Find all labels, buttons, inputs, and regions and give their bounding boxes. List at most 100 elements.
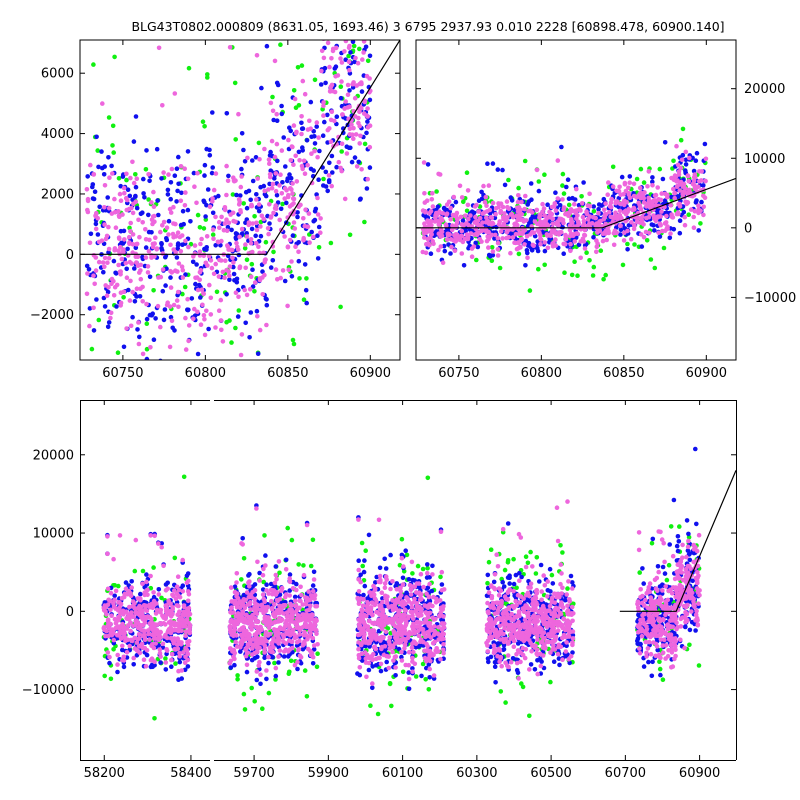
panel-top-left-point-series_3-4-61: [342, 106, 347, 111]
panel-top-left-point-series_1-2-49: [262, 192, 268, 197]
panel-top-left-point-series_3-0-36: [93, 226, 99, 232]
panel-bottom-point-series_2-2-52: [385, 626, 391, 631]
panel-top-left-point-series_3-1-87: [186, 338, 191, 344]
panel-top-left-point-series_1-1-93: [172, 173, 178, 178]
panel-bottom-point-series_1-0-213: [185, 571, 191, 576]
panel-bottom-point-series_3-0-229: [121, 594, 127, 600]
panel-top-left-point-series_1-0-71: [102, 164, 107, 169]
panel-top-left-point-series_1-2-71: [253, 233, 258, 239]
panel-top-left-point-series_1-2-74: [235, 314, 241, 319]
panel-bottom-point-series_1-1-216: [294, 643, 300, 648]
panel-top-left-point-series_1-3-84: [315, 233, 320, 238]
panel-top-left-point-series_3-0-53: [87, 240, 93, 246]
panel-top-right-point-series_3-0-81: [477, 237, 483, 242]
panel-top-right-point-series_3-0-112: [490, 200, 496, 206]
panel-top-left-point-series_3-1-46: [128, 229, 133, 234]
panel-top-right-point-series_3-0-40: [495, 240, 501, 246]
panel-bottom-point-series_1-2-121: [358, 572, 364, 578]
panel-bottom-point-series_3-0-258: [180, 557, 185, 563]
panel-bottom-point-series_1-5-32: [676, 539, 682, 544]
panel-top-left-point-series_1-2-35: [243, 320, 248, 326]
panel-top-left-point-series_2-1-12: [197, 225, 203, 230]
panel-top-left-plot: [80, 40, 400, 366]
panel-bottom-point-series_3-0-192: [153, 641, 158, 646]
panel-top-right-point-series_3-3-5: [674, 211, 680, 217]
panel-bottom-point-series_3-0-213: [146, 631, 151, 637]
panel-top-left-point-series_3-2-130: [248, 203, 254, 209]
panel-top-right-point-series_3-2-101: [627, 180, 632, 185]
panel-bottom-point-series_2-3-68: [527, 713, 532, 719]
panel-top-right-point-series_3-3-83: [692, 182, 697, 188]
panel-top-left-point-series_3-2-59: [216, 308, 222, 314]
panel-bottom-point-series_3-0-165: [131, 655, 136, 661]
panel-top-left-point-series_1-1-119: [186, 361, 191, 366]
panel-top-right-point-series_3-0-298: [447, 232, 452, 237]
panel-top-right-point-series_3-1-156: [551, 227, 557, 233]
panel-top-left-point-series_3-1-162: [197, 249, 203, 254]
panel-bottom-point-series_1-1-342: [276, 660, 281, 665]
panel-top-left-point-series_1-3-3: [282, 278, 288, 284]
panel-top-left-point-series_1-0-50: [106, 320, 112, 325]
panel-top-left-point-series_2-0-17: [121, 295, 126, 300]
panel-top-left-point-series_3-0-86: [118, 290, 124, 295]
panel-bottom-point-series_1-1-25: [258, 681, 263, 687]
panel-top-right-point-series_3-0-46: [444, 237, 450, 242]
panel-top-left-point-series_3-1-164: [195, 287, 201, 293]
panel-top-right-point-series_3-0-247: [438, 215, 444, 221]
panel-top-right-point-series_3-0-184: [493, 206, 499, 211]
panel-top-left-point-series_3-0-24: [111, 293, 117, 298]
panel-top-left-point-series_3-4-7: [353, 55, 358, 61]
panel-top-left-point-series_3-0-81: [121, 250, 126, 255]
panel-bottom-point-series_1-4-118: [641, 581, 646, 586]
panel-top-left-point-series_1-2-45: [225, 224, 231, 230]
panel-top-left-point-series_1-2-69: [210, 110, 215, 115]
panel-top-left-point-series_3-4-105: [326, 173, 332, 178]
panel-top-right-point-series_3-1-132: [563, 236, 569, 242]
panel-top-right-point-series_3-3-80: [683, 186, 688, 191]
panel-bottom-point-series_1-2-304: [373, 663, 379, 668]
panel-top-left-point-series_1-0-31: [101, 269, 106, 275]
panel-top-left-point-series_1-2-61: [261, 183, 267, 189]
panel-top-left-point-series_1-0-59: [88, 231, 94, 237]
panel-bottom-point-series_1-3-231: [493, 680, 498, 685]
panel-top-left-point-series_3-0-12: [91, 273, 96, 278]
panel-bottom-point-series_1-5-78: [693, 628, 698, 633]
panel-top-left-point-series_3-2-121: [257, 327, 263, 333]
panel-top-left-point-series_1-1-96: [168, 275, 173, 280]
panel-bottom-point-series_1-1-57: [283, 557, 289, 563]
panel-bottom-point-series_1-2-202: [410, 666, 415, 671]
panel-bottom-point-series_2-2-7: [423, 677, 429, 682]
panel-bottom-point-series_2-1-42: [235, 673, 240, 678]
panel-top-left-point-series_3-1-19: [143, 237, 149, 242]
panel-top-left-point-series_3-2-86: [225, 244, 231, 249]
panel-top-left-point-series_3-0-44: [88, 162, 93, 168]
panel-top-right-point-series_3-0-261: [515, 222, 520, 228]
panel-top-left-point-series_1-1-114: [174, 166, 180, 171]
panel-top-left-point-series_1-0-66: [111, 258, 117, 264]
panel-top-right-point-series_3-2-149: [617, 201, 623, 207]
panel-top-left-point-series_3-3-50: [309, 151, 314, 156]
panel-top-left-point-series_3-0-39: [100, 260, 106, 265]
panel-top-left-point-series_3-1-31: [171, 302, 177, 308]
panel-top-left-point-series_2-1-2: [200, 119, 206, 124]
panel-top-left-point-series_3-3-88: [273, 267, 279, 272]
panel-top-right-point-series_1-1-22: [559, 144, 564, 150]
panel-top-left-point-series_3-3-84: [291, 196, 297, 202]
panel-top-right-point-series_3-1-154: [549, 211, 555, 217]
panel-top-left-point-series_1-0-44: [91, 328, 97, 333]
panel-top-left-point-series_3-2-91: [216, 239, 221, 245]
panel-top-right-point-series_3-3-77: [693, 186, 698, 192]
panel-top-right-point-series_2-0-68: [506, 177, 511, 183]
panel-top-left-point-series_3-2-128: [218, 318, 224, 323]
panel-bottom-point-series_2-1-40: [302, 668, 308, 673]
panel-top-right-point-series_2-1-16: [569, 272, 575, 278]
panel-bottom-point-series_1-1-260: [287, 572, 293, 577]
panel-top-left-point-series_3-3-61: [279, 191, 285, 196]
panel-top-left-point-series_1-2-80: [250, 267, 255, 272]
panel-top-right-point-series_2-1-10: [590, 273, 596, 278]
panel-top-right-point-series_3-1-46: [578, 255, 583, 261]
panel-top-left-point-series_2-0-10: [89, 346, 95, 352]
panel-top-left-point-series_2-4-15: [362, 219, 367, 225]
panel-top-right-point-series_3-0-235: [512, 240, 517, 245]
panel-bottom-point-series_1-2-57: [361, 569, 367, 575]
